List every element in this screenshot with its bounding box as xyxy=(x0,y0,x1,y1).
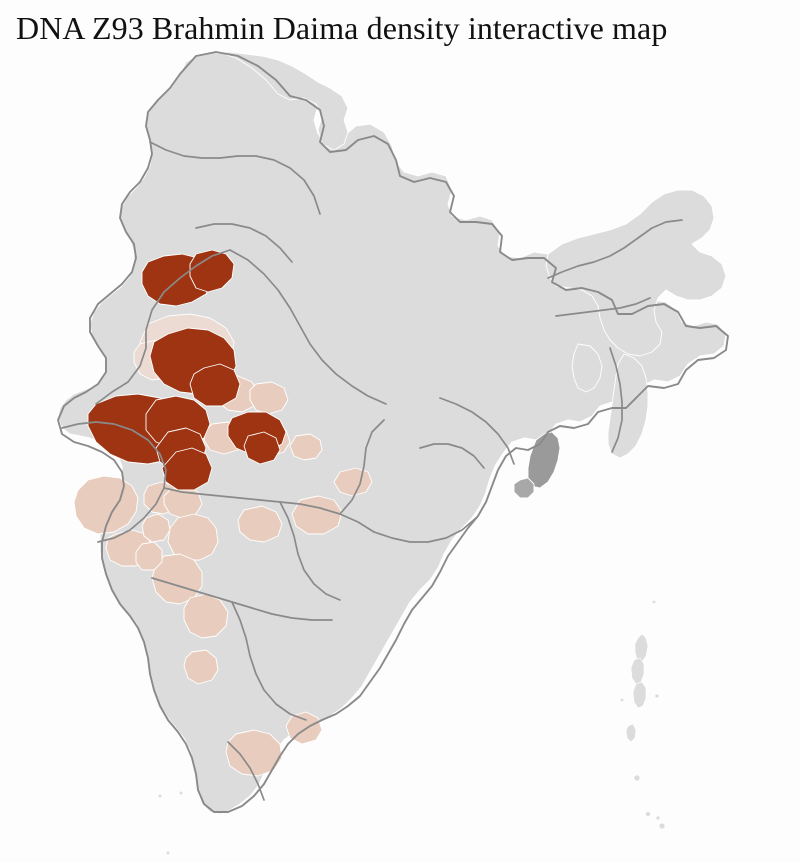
region-karnataka-low[interactable] xyxy=(225,729,283,777)
region-maharashtra-konkan-low[interactable] xyxy=(135,541,163,571)
region-mp-northeast-low[interactable] xyxy=(249,381,289,415)
state-border-ap-karnataka xyxy=(231,601,307,721)
state-border-odisha xyxy=(373,517,477,543)
region-maharashtra-north-low[interactable] xyxy=(163,485,203,519)
andaman-south-island[interactable] xyxy=(632,681,647,709)
andaman-middle-island[interactable] xyxy=(630,657,645,685)
state-border-jk xyxy=(149,141,321,215)
region-tripura-base[interactable] xyxy=(571,343,603,393)
district-layer-high-density[interactable] xyxy=(87,249,287,491)
region-maharashtra-pune-low[interactable] xyxy=(183,593,229,639)
page-title: DNA Z93 Brahmin Daima density interactiv… xyxy=(16,10,668,46)
region-maharashtra-south-low[interactable] xyxy=(183,649,219,685)
region-mp-south-high[interactable] xyxy=(161,447,213,491)
state-border-bihar-bengal xyxy=(439,397,515,465)
region-maharashtra-nashik-low[interactable] xyxy=(167,513,219,561)
region-bundelkhand-south-high[interactable] xyxy=(243,431,281,465)
little-andaman[interactable] xyxy=(625,723,637,743)
state-border-layer xyxy=(61,141,683,801)
region-telangana-low[interactable] xyxy=(291,495,343,535)
andaman-outlier-west[interactable] xyxy=(619,697,625,703)
lakshadweep-island-3[interactable] xyxy=(165,850,171,856)
state-border-himachal-punjab xyxy=(195,223,293,263)
state-border-telangana xyxy=(279,501,341,601)
india-outline xyxy=(57,51,729,813)
state-border-northeast xyxy=(547,219,683,279)
lakshadweep-island-1[interactable] xyxy=(157,793,163,799)
nicobar-island-2[interactable] xyxy=(645,811,651,817)
region-northeast-base[interactable] xyxy=(545,189,727,357)
region-maharashtra-vidarbha-low[interactable] xyxy=(237,505,283,543)
region-maharashtra-west-low[interactable] xyxy=(151,553,203,605)
region-coastal-dark-patch[interactable] xyxy=(513,477,535,499)
india-district-choropleth-map[interactable] xyxy=(0,48,800,862)
region-maharashtra-coastal-low[interactable] xyxy=(141,513,171,543)
region-mp-far-east-low[interactable] xyxy=(333,467,373,497)
state-border-chhattisgarh xyxy=(339,419,385,515)
nicobar-island-1[interactable] xyxy=(633,774,641,782)
island-layer[interactable] xyxy=(157,599,666,856)
country-outline-layer xyxy=(57,51,729,813)
state-border-up xyxy=(229,249,387,405)
region-jk-base[interactable] xyxy=(185,51,349,151)
interactive-map-canvas[interactable] xyxy=(0,48,800,862)
state-border-assam-south xyxy=(555,297,651,317)
state-border-jharkhand xyxy=(419,443,485,469)
region-andhra-low[interactable] xyxy=(285,711,323,745)
state-border-rajasthan xyxy=(95,249,231,405)
barren-island[interactable] xyxy=(654,693,660,699)
great-nicobar[interactable] xyxy=(658,822,666,830)
state-border-mp-south xyxy=(163,487,375,533)
nicobar-island-3[interactable] xyxy=(655,815,661,821)
andaman-north-island[interactable] xyxy=(634,633,649,663)
lakshadweep-island-2[interactable] xyxy=(178,790,184,796)
state-border-gujarat xyxy=(61,421,167,543)
state-border-mizoram xyxy=(609,347,623,453)
andaman-outlier-north[interactable] xyxy=(651,599,657,605)
region-mp-deep-east-low[interactable] xyxy=(289,433,323,461)
region-mp-central-high[interactable] xyxy=(189,363,241,407)
state-border-maharashtra-south xyxy=(151,577,333,621)
